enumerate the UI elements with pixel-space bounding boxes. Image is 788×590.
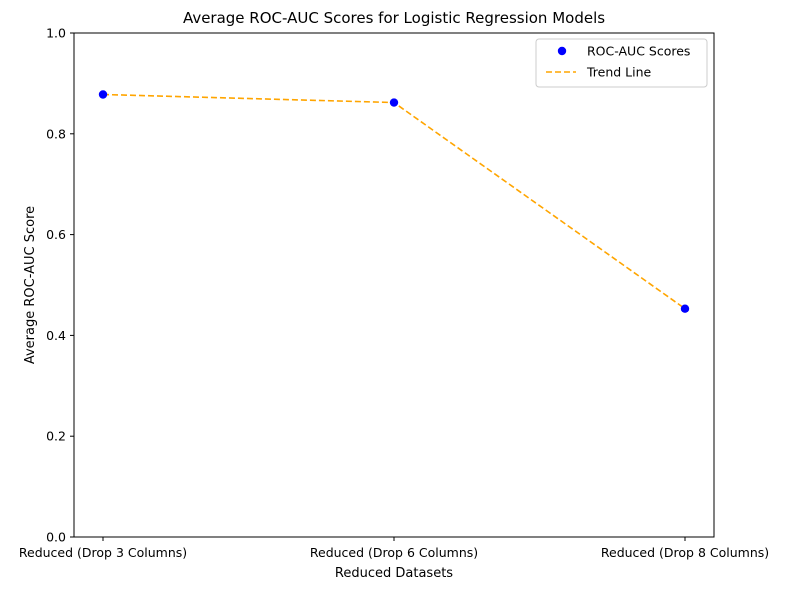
y-axis-label: Average ROC-AUC Score: [23, 206, 38, 364]
scatter-point: [389, 98, 399, 107]
x-axis-label: Reduced Datasets: [335, 566, 453, 581]
plot-area: [98, 90, 690, 313]
legend-label-scatter: ROC-AUC Scores: [587, 44, 690, 59]
y-tick-label: 1.0: [46, 26, 66, 41]
y-tick-label: 0.8: [46, 126, 66, 141]
legend-label-trend: Trend Line: [586, 65, 652, 80]
scatter-point: [98, 90, 108, 99]
scatter-point: [680, 304, 690, 313]
chart-title: Average ROC-AUC Scores for Logistic Regr…: [183, 9, 605, 27]
x-tick-label: Reduced (Drop 8 Columns): [601, 545, 769, 560]
x-tick-label: Reduced (Drop 3 Columns): [19, 545, 187, 560]
axes: 0.0 0.2 0.4 0.6 0.8 1.0 Reduced (Drop 3 Column…: [19, 26, 769, 561]
y-tick-label: 0.6: [46, 227, 66, 242]
legend: ROC-AUC Scores Trend Line: [535, 38, 708, 88]
trend-line: [102, 93, 686, 310]
y-tick-label: 0.2: [46, 429, 66, 444]
legend-marker-scatter: [557, 46, 567, 56]
plot-frame: [73, 32, 715, 538]
x-tick-label: Reduced (Drop 6 Columns): [310, 545, 478, 560]
y-tick-label: 0.4: [46, 328, 66, 343]
y-tick-label: 0.0: [46, 530, 66, 545]
legend-box: [535, 38, 708, 88]
